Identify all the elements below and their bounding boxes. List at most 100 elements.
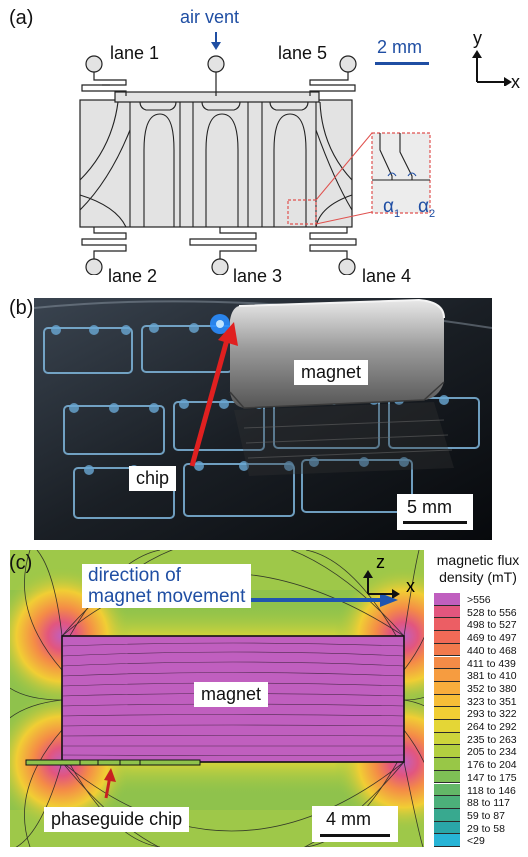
legend-item: 88 to 117 <box>434 796 528 810</box>
lane-2-label: lane 2 <box>108 266 158 286</box>
legend-label: 264 to 292 <box>467 721 517 733</box>
legend-item: >556 <box>434 593 528 607</box>
legend-label: 118 to 146 <box>467 784 516 797</box>
legend-label: 88 to 117 <box>467 797 511 810</box>
panel-c-axis-z-label: z <box>376 552 385 572</box>
direction-label-box: direction of magnet movement <box>82 564 252 608</box>
inlet-lane-3 <box>211 258 229 275</box>
panel-a-axis-y-label: y <box>473 28 482 48</box>
panel-a-letter: (a) <box>9 7 34 29</box>
legend-item: 147 to 175 <box>434 770 528 785</box>
legend-label: 381 to 410 <box>467 670 517 683</box>
panel-b-scale-bar <box>403 521 467 524</box>
legend-swatch <box>434 745 460 759</box>
inlet-lane-4 <box>338 258 356 275</box>
panel-b-scale-box: 5 mm <box>397 494 473 530</box>
legend-swatch <box>434 707 460 720</box>
legend-swatch <box>434 821 460 835</box>
legend-item: <29 <box>434 834 528 848</box>
legend-label: 440 to 468 <box>467 644 517 657</box>
inlet-lane-1 <box>85 55 103 73</box>
legend-item: 176 to 204 <box>434 758 528 772</box>
legend-swatch <box>434 694 460 708</box>
legend-label: 147 to 175 <box>467 771 517 784</box>
panel-c-scale-box: 4 mm <box>312 806 398 842</box>
legend-item: 29 to 58 <box>434 821 528 836</box>
legend-label: 469 to 497 <box>467 632 517 645</box>
legend-swatch <box>434 593 460 606</box>
inlet-lane-5 <box>339 55 357 73</box>
legend-item: 118 to 146 <box>434 783 528 798</box>
magnet-block <box>230 300 444 408</box>
panel-a-scale-bar <box>375 62 429 65</box>
legend-item: 528 to 556 <box>434 605 528 620</box>
magnet-label: magnet <box>294 360 369 385</box>
legend-item: 264 to 292 <box>434 720 528 734</box>
legend-title-line2: density (mT) <box>439 569 517 585</box>
legend-label: 323 to 351 <box>467 695 517 708</box>
panel-a-axis-x-label: x <box>511 72 520 92</box>
panel-c-letter: (c) <box>9 552 33 574</box>
legend-swatch <box>434 783 460 797</box>
legend-label: 528 to 556 <box>467 606 517 619</box>
legend-item: 411 to 439 <box>434 656 528 671</box>
legend-swatch <box>434 605 460 619</box>
inlet-lane-2 <box>85 258 103 275</box>
legend-label: 293 to 322 <box>467 708 517 721</box>
legend-swatch <box>434 770 460 784</box>
lane-1-label: lane 1 <box>110 43 160 63</box>
chip-arrow <box>189 322 238 467</box>
legend-swatch <box>434 834 460 847</box>
panel-b-scale-text: 5 mm <box>407 497 452 517</box>
legend-swatch <box>434 720 460 733</box>
panel-c-magnet-label: magnet <box>194 682 269 707</box>
legend-item: 440 to 468 <box>434 643 528 658</box>
lane-5-label: lane 5 <box>278 43 328 63</box>
panel-c-scale-text: 4 mm <box>326 809 371 829</box>
legend-swatch <box>434 631 460 644</box>
photo-scene <box>34 298 492 540</box>
panel-b-letter: (b) <box>9 297 34 319</box>
panel-c-scale-bar <box>320 834 390 837</box>
direction-label-line1: direction of <box>88 565 181 586</box>
legend-item: 352 to 380 <box>434 681 528 696</box>
legend-item: 59 to 87 <box>434 808 528 823</box>
legend-swatch <box>434 758 460 771</box>
legend-item: 323 to 351 <box>434 694 528 709</box>
panel-c-axis-x-label: x <box>406 576 415 596</box>
legend-label: 205 to 234 <box>467 746 517 759</box>
legend-label: 498 to 527 <box>467 619 517 632</box>
legend-label: >556 <box>467 594 491 606</box>
legend-swatch <box>434 669 460 682</box>
legend-label: 176 to 204 <box>467 759 517 772</box>
legend-swatch <box>434 656 460 670</box>
chip-schematic <box>79 32 431 275</box>
alpha-1-label: α1 <box>383 196 401 220</box>
panel-c-axis-icon <box>363 570 400 598</box>
legend-title: magnetic flux density (mT) <box>430 552 526 586</box>
legend-item: 469 to 497 <box>434 631 528 645</box>
legend-swatch <box>434 796 460 809</box>
legend-label: <29 <box>467 835 485 848</box>
legend-label: 59 to 87 <box>467 809 505 822</box>
legend-swatch <box>434 808 460 822</box>
legend-swatch <box>434 643 460 657</box>
legend-swatch <box>434 681 460 695</box>
legend-swatch <box>434 618 460 632</box>
panel-c-field-map: direction of magnet movement magnet phas… <box>10 550 424 847</box>
legend: >556 528 to 556 498 to 527 469 to 497 440 to… <box>434 593 528 857</box>
chip-label: chip <box>129 466 177 491</box>
panel-a-axis-icon <box>472 50 512 86</box>
panel-b-photo: magnet chip 5 mm <box>34 298 492 540</box>
legend-item: 205 to 234 <box>434 745 528 759</box>
legend-label: 352 to 380 <box>467 682 517 695</box>
panel-a-scale-text: 2 mm <box>377 37 422 57</box>
air-vent-label: air vent <box>180 7 240 27</box>
chip-chamber <box>79 99 353 228</box>
phaseguide-chip-shape <box>25 759 201 766</box>
alpha-2-label: α2 <box>418 196 436 220</box>
legend-label: 29 to 58 <box>467 822 505 835</box>
legend-item: 498 to 527 <box>434 618 528 632</box>
panel-c-axis-box: z x <box>362 552 422 600</box>
air-vent-port <box>207 55 225 73</box>
